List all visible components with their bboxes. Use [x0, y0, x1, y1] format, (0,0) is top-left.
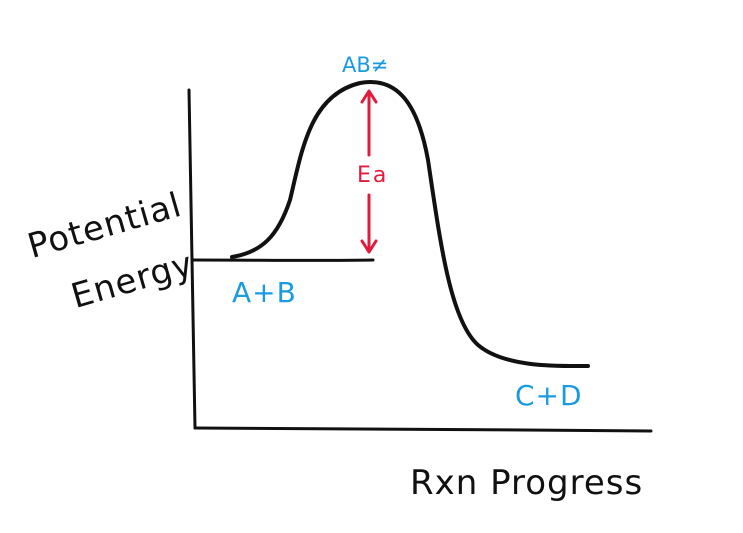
reaction-curve: [230, 79, 590, 369]
x-axis-label: Rxn Progress: [410, 463, 643, 503]
ea-arrow-top-head: [360, 89, 378, 104]
activation-energy-arrow: [360, 89, 378, 254]
ea-arrow-bottom-head: [360, 239, 378, 254]
x-axis: [193, 426, 653, 433]
transition-state-label: AB≠: [342, 53, 388, 77]
reactants-label: A+B: [232, 276, 297, 309]
y-axis-label: Potential Energy: [23, 185, 198, 317]
ea-label: Ea: [357, 163, 388, 188]
y-axis-label-line2: Energy: [67, 244, 198, 317]
products-label: C+D: [515, 379, 583, 412]
